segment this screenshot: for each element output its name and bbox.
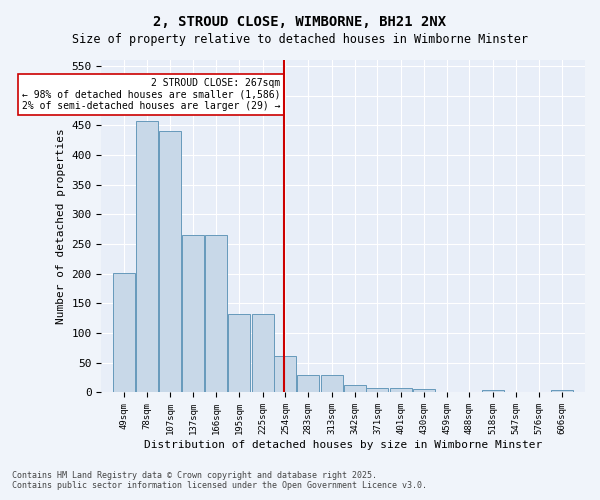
Bar [413,389,435,392]
Bar [367,388,388,392]
Bar [182,235,205,392]
Bar [344,385,365,392]
Bar [228,314,250,392]
Bar [482,390,504,392]
X-axis label: Distribution of detached houses by size in Wimborne Minster: Distribution of detached houses by size … [144,440,542,450]
Bar [205,235,227,392]
Bar [274,356,296,393]
Text: 2, STROUD CLOSE, WIMBORNE, BH21 2NX: 2, STROUD CLOSE, WIMBORNE, BH21 2NX [154,15,446,29]
Text: 2 STROUD CLOSE: 267sqm
← 98% of detached houses are smaller (1,586)
2% of semi-d: 2 STROUD CLOSE: 267sqm ← 98% of detached… [22,78,280,111]
Bar [390,388,412,392]
Bar [113,272,135,392]
Text: Contains HM Land Registry data © Crown copyright and database right 2025.
Contai: Contains HM Land Registry data © Crown c… [12,470,427,490]
Bar [159,131,181,392]
Bar [251,314,274,392]
Y-axis label: Number of detached properties: Number of detached properties [56,128,66,324]
Text: Size of property relative to detached houses in Wimborne Minster: Size of property relative to detached ho… [72,32,528,46]
Bar [551,390,573,392]
Bar [321,376,343,392]
Bar [297,376,319,392]
Bar [136,121,158,392]
